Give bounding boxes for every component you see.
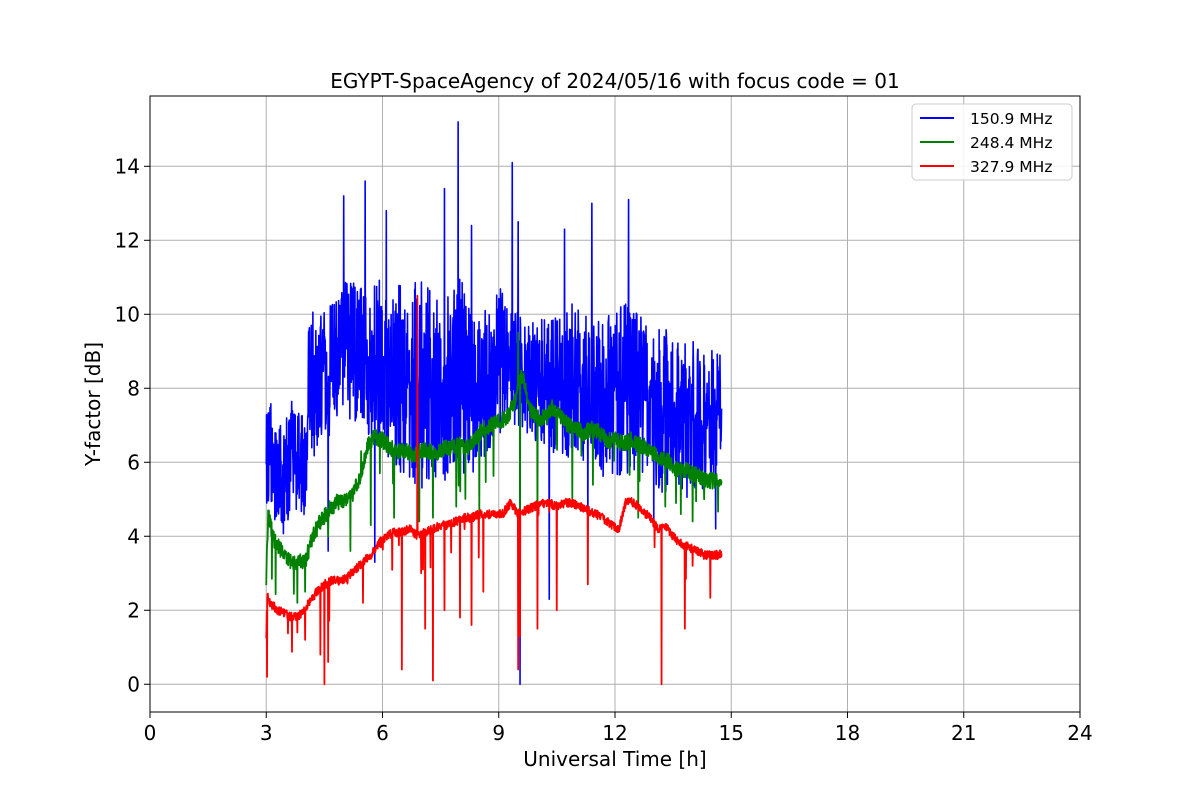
x-tick-label: 24 [1067, 721, 1092, 745]
plot-area [149, 95, 1081, 713]
x-tick-label: 18 [835, 721, 860, 745]
y-tick-label: 4 [127, 524, 140, 548]
legend-label: 327.9 MHz [970, 158, 1052, 176]
legend-entries: 150.9 MHz 248.4 MHz 327.9 MHz [920, 110, 1052, 176]
chart-title: EGYPT-SpaceAgency of 2024/05/16 with foc… [330, 69, 899, 93]
series-150-9-mhz-line [265, 121, 723, 686]
x-axis-ticks: 0 3 6 9 12 15 18 21 24 [144, 712, 1093, 745]
series-path [265, 294, 723, 686]
x-tick-label: 12 [602, 721, 627, 745]
series-path [265, 121, 723, 686]
x-tick-label: 6 [376, 721, 389, 745]
series-327-9-mhz-line [265, 294, 723, 686]
x-tick-label: 9 [492, 721, 505, 745]
y-tick-label: 14 [115, 154, 140, 178]
legend-box [911, 103, 1073, 181]
y-axis-ticks: 0 2 4 6 8 10 12 14 [115, 154, 150, 696]
y-tick-label: 12 [115, 228, 140, 252]
series-lines [265, 121, 723, 686]
legend: 150.9 MHz 248.4 MHz 327.9 MHz [911, 103, 1073, 181]
legend-label: 150.9 MHz [970, 110, 1052, 128]
x-tick-label: 21 [951, 721, 976, 745]
y-tick-label: 6 [127, 450, 140, 474]
y-axis-label: Y-factor [dB] [81, 342, 105, 467]
y-tick-label: 10 [115, 302, 140, 326]
y-tick-label: 2 [127, 598, 140, 622]
y-tick-label: 8 [127, 376, 140, 400]
y-tick-label: 0 [127, 672, 140, 696]
x-axis-label: Universal Time [h] [523, 747, 706, 771]
legend-label: 248.4 MHz [970, 134, 1052, 152]
series-248-4-mhz-line [265, 331, 723, 604]
series-path [265, 331, 723, 604]
x-tick-label: 15 [719, 721, 744, 745]
x-tick-label: 0 [144, 721, 157, 745]
x-tick-label: 3 [260, 721, 273, 745]
